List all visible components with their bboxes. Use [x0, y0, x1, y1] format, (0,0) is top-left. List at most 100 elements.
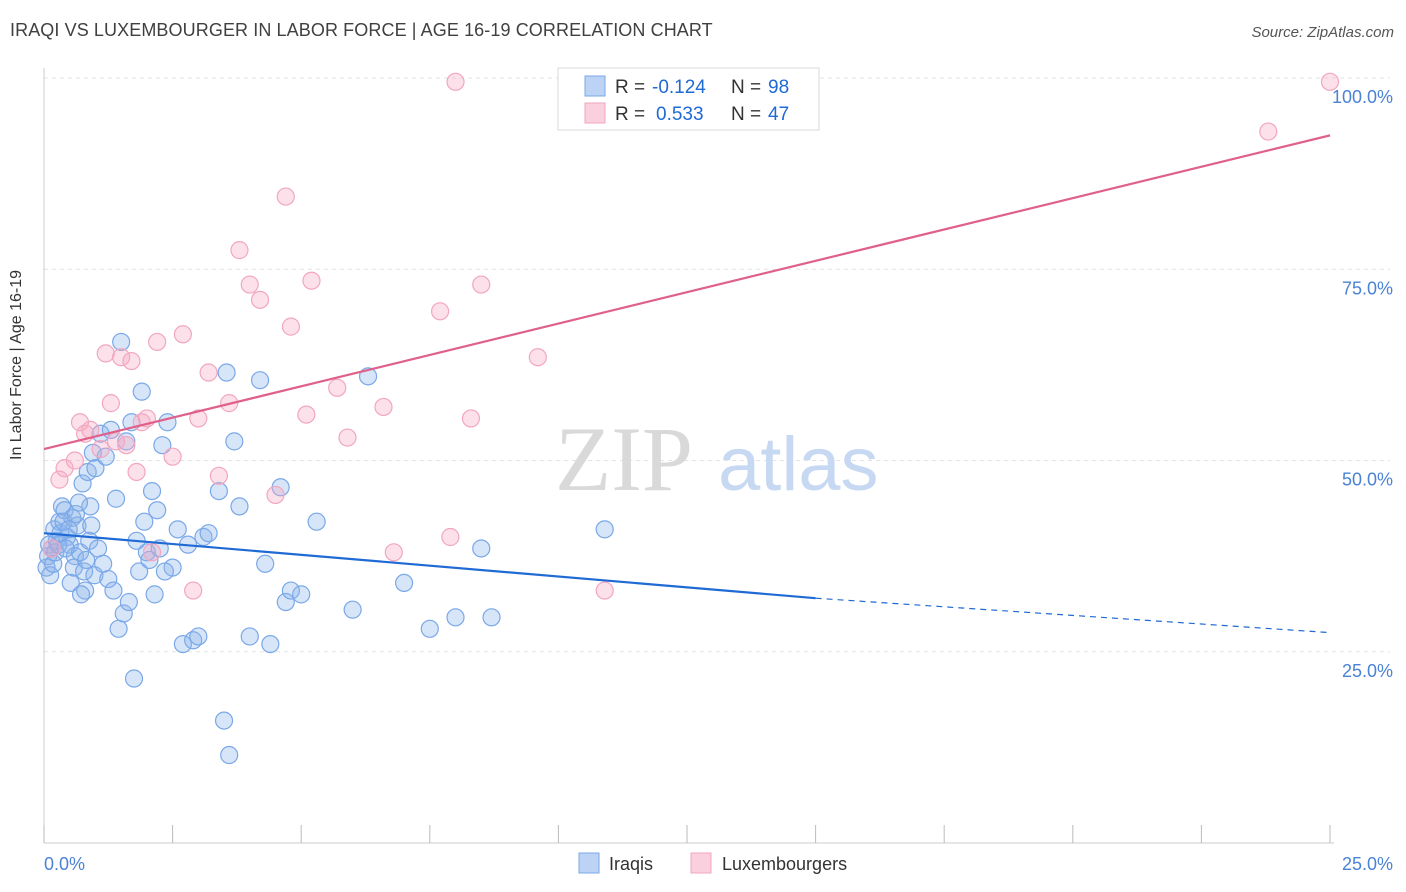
- luxembourger-point-28: [250, 290, 270, 309]
- iraqi-point-89: [114, 604, 133, 623]
- iraqi-point-72: [56, 539, 75, 558]
- luxembourger-point-10: [106, 432, 126, 451]
- iraqi-point-95: [145, 585, 164, 604]
- luxembourger-point-31: [281, 317, 301, 336]
- iraqi-point-93: [135, 512, 154, 531]
- iraqi-point-85: [94, 554, 113, 573]
- iraqi-point-49: [240, 627, 259, 646]
- stats-r-value-1: -0.124: [652, 77, 706, 98]
- stats-legend: R = -0.124 N = 98 R = 0.533 N = 47: [557, 67, 820, 131]
- iraqi-point-55: [281, 581, 301, 600]
- luxembourger-point-46: [1320, 72, 1340, 91]
- legend-swatch-luxembourgers: [690, 852, 712, 874]
- iraqi-point-36: [168, 520, 187, 539]
- source-label: Source: ZipAtlas.com: [1251, 24, 1394, 41]
- iraqi-point-34: [158, 413, 177, 432]
- luxembourger-point-30: [276, 187, 295, 206]
- luxembourger-point-24: [209, 466, 228, 485]
- iraqi-point-29: [132, 382, 151, 401]
- luxembourger-point-7: [91, 439, 110, 459]
- iraqi-point-50: [250, 371, 270, 390]
- luxembourger-point-23: [199, 363, 218, 382]
- watermark-zip: ZIP: [555, 408, 693, 510]
- iraqi-point-33: [153, 436, 172, 455]
- luxembourger-point-33: [302, 271, 321, 290]
- luxembourger-point-38: [430, 302, 450, 321]
- stats-n-value-1: 98: [768, 77, 789, 98]
- luxembourger-point-8: [96, 344, 115, 363]
- luxembourger-point-40: [446, 72, 465, 91]
- iraqi-point-82: [82, 516, 101, 535]
- luxembourger-point-44: [595, 581, 614, 600]
- iraqi-point-60: [394, 573, 414, 593]
- iraqi-point-63: [472, 539, 491, 558]
- grid-lines: [44, 77, 1390, 653]
- iraqi-point-78: [71, 585, 91, 604]
- luxembourger-point-19: [163, 447, 182, 466]
- luxembourger-point-0: [42, 539, 61, 558]
- luxembourger-point-36: [374, 397, 393, 417]
- legend-swatch-iraqis: [578, 852, 600, 874]
- stats-swatch-iraqis: [584, 75, 606, 97]
- iraqi-point-90: [119, 592, 138, 612]
- luxembourger-point-29: [266, 485, 285, 505]
- stats-n-label-1: N =: [731, 77, 761, 98]
- luxembourger-point-17: [142, 543, 162, 562]
- iraqi-point-57: [307, 512, 326, 531]
- iraqi-point-76: [66, 504, 85, 524]
- luxembourger-point-27: [240, 275, 259, 294]
- luxembourger-trend-line: [43, 134, 1331, 451]
- iraqi-point-91: [124, 669, 144, 688]
- iraqi-point-67: [44, 554, 63, 573]
- luxembourger-point-21: [184, 581, 203, 600]
- iraqi-point-58: [343, 600, 362, 619]
- iraqi-point-24: [106, 489, 126, 508]
- iraqi-point-64: [482, 608, 501, 627]
- luxembourger-point-43: [528, 348, 547, 367]
- stats-swatch-luxembourgers: [584, 102, 606, 124]
- axes: [43, 68, 1334, 844]
- luxembourger-point-35: [338, 428, 357, 447]
- iraqi-point-92: [130, 562, 149, 581]
- iraqi-point-48: [230, 497, 249, 516]
- luxembourger-point-9: [101, 394, 120, 413]
- legend-label-luxembourgers: Luxembourgers: [722, 854, 847, 874]
- luxembourger-point-45: [1259, 122, 1278, 141]
- iraqi-point-56: [292, 585, 311, 604]
- luxembourger-point-13: [122, 351, 141, 371]
- y-tick-label-0: 25.0%: [1342, 661, 1393, 681]
- iraqi-point-86: [99, 569, 118, 589]
- watermark: ZIP atlas: [555, 408, 879, 510]
- luxembourger-point-18: [148, 332, 167, 352]
- chart-title: IRAQI VS LUXEMBOURGER IN LABOR FORCE | A…: [10, 20, 713, 40]
- iraqi-point-80: [77, 550, 96, 570]
- stats-r-label-2: R =: [615, 104, 645, 125]
- iraqi-point-61: [420, 619, 439, 638]
- y-tick-label-3: 100.0%: [1332, 87, 1393, 107]
- luxembourger-point-42: [472, 275, 491, 294]
- luxembourger-point-3: [65, 451, 84, 470]
- x-tick-label-1: 25.0%: [1342, 854, 1393, 874]
- iraqi-point-97: [155, 562, 174, 581]
- iraqi-point-65: [595, 520, 614, 539]
- luxembourger-point-4: [70, 413, 90, 432]
- iraqi-point-18: [81, 497, 100, 516]
- luxembourger-point-26: [230, 241, 249, 260]
- iraqi-point-62: [446, 608, 465, 627]
- luxembourger-point-2: [55, 459, 74, 478]
- iraqi-point-20: [86, 459, 105, 478]
- iraqi-point-66: [41, 566, 60, 585]
- y-tick-label-2: 75.0%: [1342, 278, 1393, 298]
- stats-r-value-2: 0.533: [656, 104, 704, 125]
- iraqi-point-40: [189, 627, 208, 646]
- luxembourger-point-22: [189, 409, 208, 428]
- iraqi-point-32: [148, 501, 167, 520]
- iraqi-point-31: [142, 482, 162, 501]
- iraqi-point-43: [209, 482, 228, 501]
- iraqi-point-79: [75, 562, 94, 581]
- luxembourger-point-37: [384, 543, 403, 562]
- iraqi-point-42: [199, 524, 218, 543]
- luxembourger-point-32: [297, 405, 316, 424]
- legend-label-iraqis: Iraqis: [609, 854, 653, 874]
- iraqi-point-44: [214, 711, 234, 730]
